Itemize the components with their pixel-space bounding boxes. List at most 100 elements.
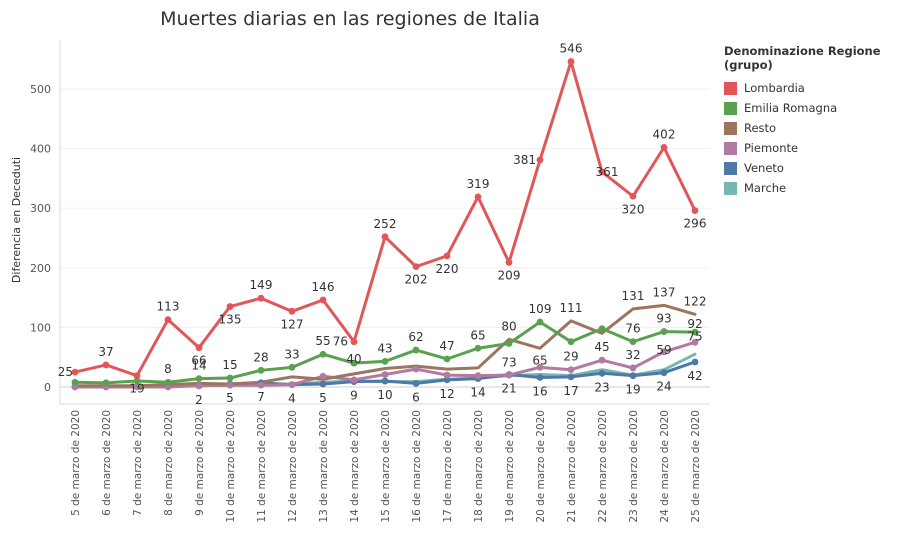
data-point xyxy=(660,369,668,377)
legend-swatch xyxy=(724,181,737,195)
data-point xyxy=(350,338,358,346)
legend-item[interactable]: Veneto xyxy=(724,158,906,178)
data-label: 65 xyxy=(532,353,547,367)
data-point xyxy=(226,374,234,382)
data-label: 29 xyxy=(563,350,578,364)
data-label: 131 xyxy=(622,289,645,303)
data-point xyxy=(164,378,172,386)
x-tick-label: 10 de marzo de 2020 xyxy=(225,410,237,523)
legend: Denominazione Regione (grupo) Lombardia E… xyxy=(724,44,906,198)
data-label: 21 xyxy=(501,381,516,395)
legend-swatch xyxy=(724,141,737,155)
legend-item[interactable]: Emilia Romagna xyxy=(724,98,906,118)
legend-item[interactable]: Marche xyxy=(724,178,906,198)
data-label: 111 xyxy=(560,301,583,315)
data-label: 319 xyxy=(467,177,490,191)
data-point xyxy=(288,363,296,371)
data-label: 55 xyxy=(315,334,330,348)
data-label: 62 xyxy=(408,330,423,344)
data-point xyxy=(629,372,637,380)
y-tick-label: 200 xyxy=(30,262,51,275)
data-label: 23 xyxy=(594,380,609,394)
data-point xyxy=(443,376,451,384)
legend-label: Lombardia xyxy=(744,81,805,95)
data-label: 37 xyxy=(98,345,113,359)
data-labels: 2537191136613514912714676252202220319209… xyxy=(58,42,707,407)
data-point xyxy=(133,383,141,391)
data-point xyxy=(257,381,265,389)
data-point xyxy=(257,366,265,374)
x-tick-label: 9 de marzo de 2020 xyxy=(194,410,206,516)
legend-item[interactable]: Lombardia xyxy=(724,78,906,98)
x-tick-label: 12 de marzo de 2020 xyxy=(287,410,299,523)
data-point xyxy=(567,338,575,346)
legend-item[interactable]: Resto xyxy=(724,118,906,138)
data-point xyxy=(536,374,544,381)
data-point xyxy=(381,371,389,378)
chart-title: Muertes diarias en las regiones de Itali… xyxy=(160,8,540,30)
legend-swatch xyxy=(724,161,737,175)
x-tick-label: 25 de marzo de 2020 xyxy=(690,410,702,523)
x-tick-label: 17 de marzo de 2020 xyxy=(442,410,454,523)
data-label: 42 xyxy=(687,369,702,383)
data-label: 59 xyxy=(656,343,671,357)
data-label: 80 xyxy=(501,319,516,333)
y-tick-label: 400 xyxy=(30,143,51,156)
data-label: 5 xyxy=(319,391,327,405)
data-label: 75 xyxy=(687,329,702,343)
x-tick-label: 23 de marzo de 2020 xyxy=(628,410,640,523)
data-point xyxy=(505,371,513,379)
data-point xyxy=(257,294,265,302)
data-point xyxy=(598,325,606,332)
y-tick-label: 500 xyxy=(30,83,51,96)
legend-label: Veneto xyxy=(744,161,784,175)
data-label: 14 xyxy=(470,386,485,400)
legend-label: Marche xyxy=(744,181,787,195)
data-label: 149 xyxy=(250,278,273,292)
data-point xyxy=(133,372,141,380)
data-point xyxy=(474,344,482,352)
data-point xyxy=(691,328,699,336)
y-tick-label: 300 xyxy=(30,202,51,215)
data-point xyxy=(319,372,327,380)
data-point xyxy=(164,383,172,391)
data-point xyxy=(71,383,79,391)
data-point xyxy=(443,355,451,363)
data-label: 15 xyxy=(222,358,237,372)
data-label: 66 xyxy=(191,354,206,368)
data-point xyxy=(412,346,420,354)
data-label: 24 xyxy=(656,380,671,394)
x-tick-label: 5 de marzo de 2020 xyxy=(70,410,82,516)
legend-item[interactable]: Piemonte xyxy=(724,138,906,158)
data-point xyxy=(598,356,606,364)
legend-swatch xyxy=(724,81,737,95)
x-tick-label: 18 de marzo de 2020 xyxy=(473,410,485,523)
data-label: 32 xyxy=(625,348,640,362)
series-line-resto xyxy=(73,303,697,388)
data-point xyxy=(164,316,172,324)
data-point xyxy=(102,379,110,387)
data-point xyxy=(226,303,234,310)
data-point xyxy=(443,371,451,379)
x-tick-label: 13 de marzo de 2020 xyxy=(318,410,330,523)
data-point xyxy=(536,156,544,164)
data-label: 127 xyxy=(281,317,304,331)
data-label: 9 xyxy=(350,389,358,403)
data-point xyxy=(598,168,606,176)
data-label: 28 xyxy=(253,350,268,364)
data-point xyxy=(288,381,296,389)
data-label: 135 xyxy=(219,313,242,327)
data-point xyxy=(350,376,358,384)
data-point xyxy=(629,364,637,372)
data-label: 320 xyxy=(622,202,645,216)
data-label: 73 xyxy=(501,355,516,369)
data-label: 122 xyxy=(684,294,707,308)
data-label: 4 xyxy=(288,392,296,406)
data-point xyxy=(691,358,699,366)
data-label: 361 xyxy=(596,165,619,179)
data-point xyxy=(133,377,141,385)
data-point xyxy=(691,207,699,214)
y-axis: 0 100 200 300 400 500 xyxy=(30,40,61,404)
data-point xyxy=(381,233,389,241)
